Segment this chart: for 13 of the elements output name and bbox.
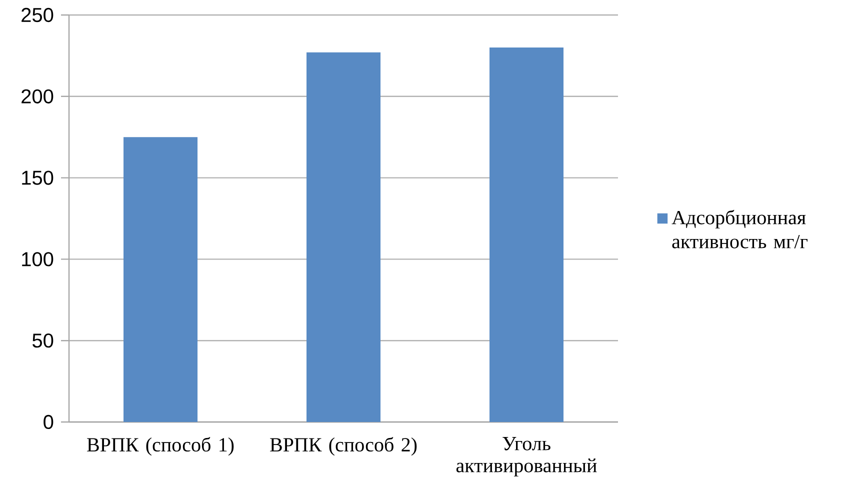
x-tick-label: Уголь активированный xyxy=(456,437,597,476)
legend-label: Адсорбционная активность мг/г xyxy=(672,210,808,248)
y-tick-label: 250 xyxy=(22,8,54,22)
bar xyxy=(306,52,380,422)
y-tick-label: 100 xyxy=(22,252,54,266)
y-tick-label: 0 xyxy=(44,414,54,430)
x-tick-label: ВРПК (способ 2) xyxy=(270,437,417,456)
y-tick-label: 50 xyxy=(32,334,54,348)
y-tick-label: 200 xyxy=(22,89,54,104)
bar xyxy=(489,48,564,422)
y-tick-label: 150 xyxy=(22,170,54,185)
bar xyxy=(124,137,198,422)
x-tick-label: ВРПК (способ 1) xyxy=(87,437,234,456)
